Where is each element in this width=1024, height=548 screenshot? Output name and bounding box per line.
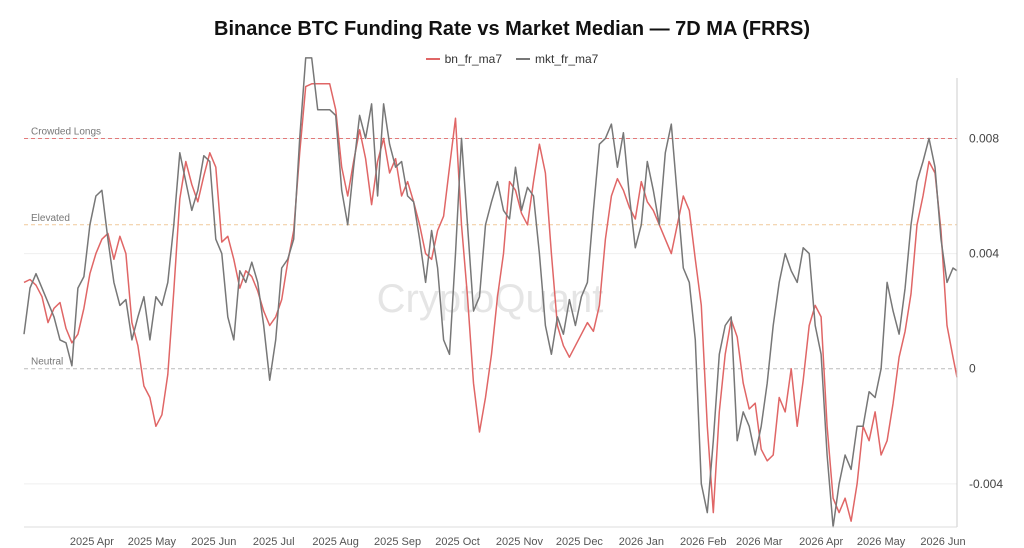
legend-item-bn[interactable]: bn_fr_ma7 [425,52,502,66]
series-lines [23,57,958,528]
reference-line-label: Elevated [31,213,70,224]
legend-label-bn: bn_fr_ma7 [444,52,502,66]
y-tick-label: 0.004 [969,247,999,261]
y-tick-label: 0.008 [969,131,999,145]
x-tick-label: 2025 Aug [312,536,359,548]
x-tick-label: 2025 Nov [496,536,544,548]
axes: 0.008 0.004 0 -0.004 2025 Apr 2025 May 2025 Ju… [24,78,1003,548]
chart-title: Binance BTC Funding Rate vs Market Media… [214,18,810,40]
reference-line-label: Crowded Longs [31,126,101,137]
x-tick-label: 2025 May [128,536,177,548]
x-tick-label: 2025 Sep [374,536,421,548]
x-tick-label: 2025 Jul [253,536,295,548]
legend-swatch-mkt [516,58,530,60]
x-tick-label: 2026 Mar [736,536,783,548]
y-tick-label: -0.004 [969,477,1003,491]
x-tick-label: 2026 Jan [619,536,664,548]
series-line-mkt_fr_ma7 [23,57,958,528]
y-tick-label: 0 [969,362,976,376]
gridlines [24,137,957,485]
x-tick-label: 2025 Dec [556,536,604,548]
series-line-bn_fr_ma7 [23,83,958,522]
x-tick-label: 2025 Apr [70,536,114,548]
legend-item-mkt[interactable]: mkt_fr_ma7 [516,52,598,66]
watermark: CryptoQuant [377,277,604,321]
legend: bn_fr_ma7 mkt_fr_ma7 [0,52,1024,66]
x-tick-label: 2026 Jun [920,536,965,548]
x-tick-label: 2026 May [857,536,906,548]
reference-lines: Crowded Longs Elevated Neutral [24,126,957,370]
x-tick-label: 2025 Oct [435,536,480,548]
x-tick-label: 2026 Apr [799,536,843,548]
x-tick-label: 2025 Jun [191,536,236,548]
reference-line-label: Neutral [31,357,63,368]
legend-swatch-bn [425,58,440,60]
x-tick-label: 2026 Feb [680,536,726,548]
legend-label-mkt: mkt_fr_ma7 [535,52,599,66]
